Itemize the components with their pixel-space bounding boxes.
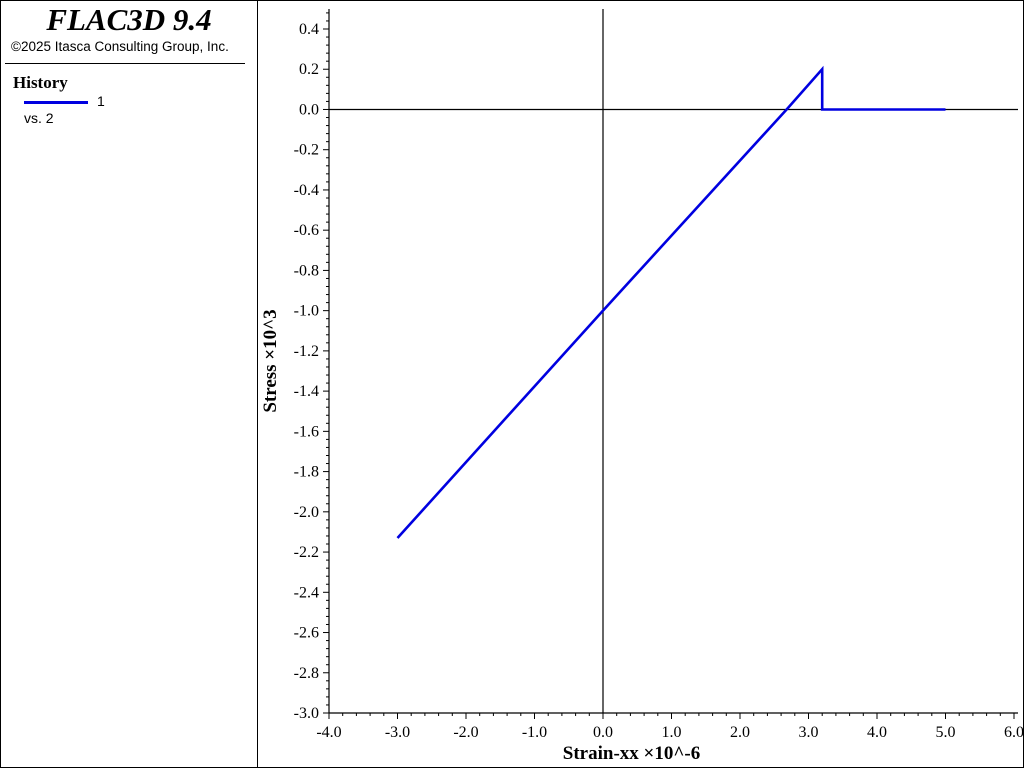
ticks: 0.4 0.2 0.0 -0.2 -0.4 -0.6 -0.8 -1.0 -1.2 -1.4 -1.… [294,12,1023,741]
y-tick-label: -2.0 [294,504,319,521]
title-divider [5,63,245,64]
x-tick-label: 6.0 [1004,724,1023,741]
x-tick-label: 4.0 [867,724,887,741]
series-line [396,65,946,539]
x-tick-label: 3.0 [799,724,819,741]
y-tick-label: -2.6 [294,625,319,642]
y-tick-label: -1.6 [294,423,319,440]
y-axis-title: Stress ×10^3 [260,309,281,412]
x-tick-label: 2.0 [730,724,750,741]
y-tick-label: -3.0 [294,705,319,722]
y-tick-label: -0.2 [294,142,319,159]
x-tick-label: -2.0 [453,724,478,741]
x-tick-label: 5.0 [936,724,956,741]
y-tick-label: -0.8 [294,262,319,279]
copyright-text: ©2025 Itasca Consulting Group, Inc. [11,39,229,54]
series [396,65,946,539]
legend-panel: FLAC3D 9.4 ©2025 Itasca Consulting Group… [1,1,258,767]
legend-entry-label: 1 [97,93,105,109]
x-axis-title: Strain-xx ×10^-6 [563,743,700,764]
x-tick-label: -4.0 [316,724,341,741]
legend-heading: History [13,73,68,92]
y-tick-label: -1.8 [294,464,319,481]
y-tick-label: 0.4 [299,21,319,38]
x-tick-label: 0.0 [593,724,613,741]
x-tick-label: 1.0 [662,724,682,741]
y-tick-label: -1.4 [294,383,319,400]
y-tick-label: -2.4 [294,584,319,601]
legend-entry-vs: vs. 2 [24,110,54,126]
y-tick-label: 0.2 [299,61,319,78]
y-tick-label: -1.0 [294,303,319,320]
y-tick-label: -2.2 [294,544,319,561]
x-tick-label: -1.0 [522,724,547,741]
y-tick-label: -2.8 [294,665,319,682]
y-tick-label: -1.2 [294,343,319,360]
axes [328,9,1018,714]
y-tick-label: 0.0 [299,101,319,118]
y-tick-label: -0.4 [294,182,319,199]
app-title: FLAC3D 9.4 [46,2,212,37]
legend-line-swatch [24,101,88,104]
x-tick-label: -3.0 [385,724,410,741]
y-tick-label: -0.6 [294,222,319,239]
chart: 0.4 0.2 0.0 -0.2 -0.4 -0.6 -0.8 -1.0 -1.2 -1.4 -1.… [260,9,1023,764]
